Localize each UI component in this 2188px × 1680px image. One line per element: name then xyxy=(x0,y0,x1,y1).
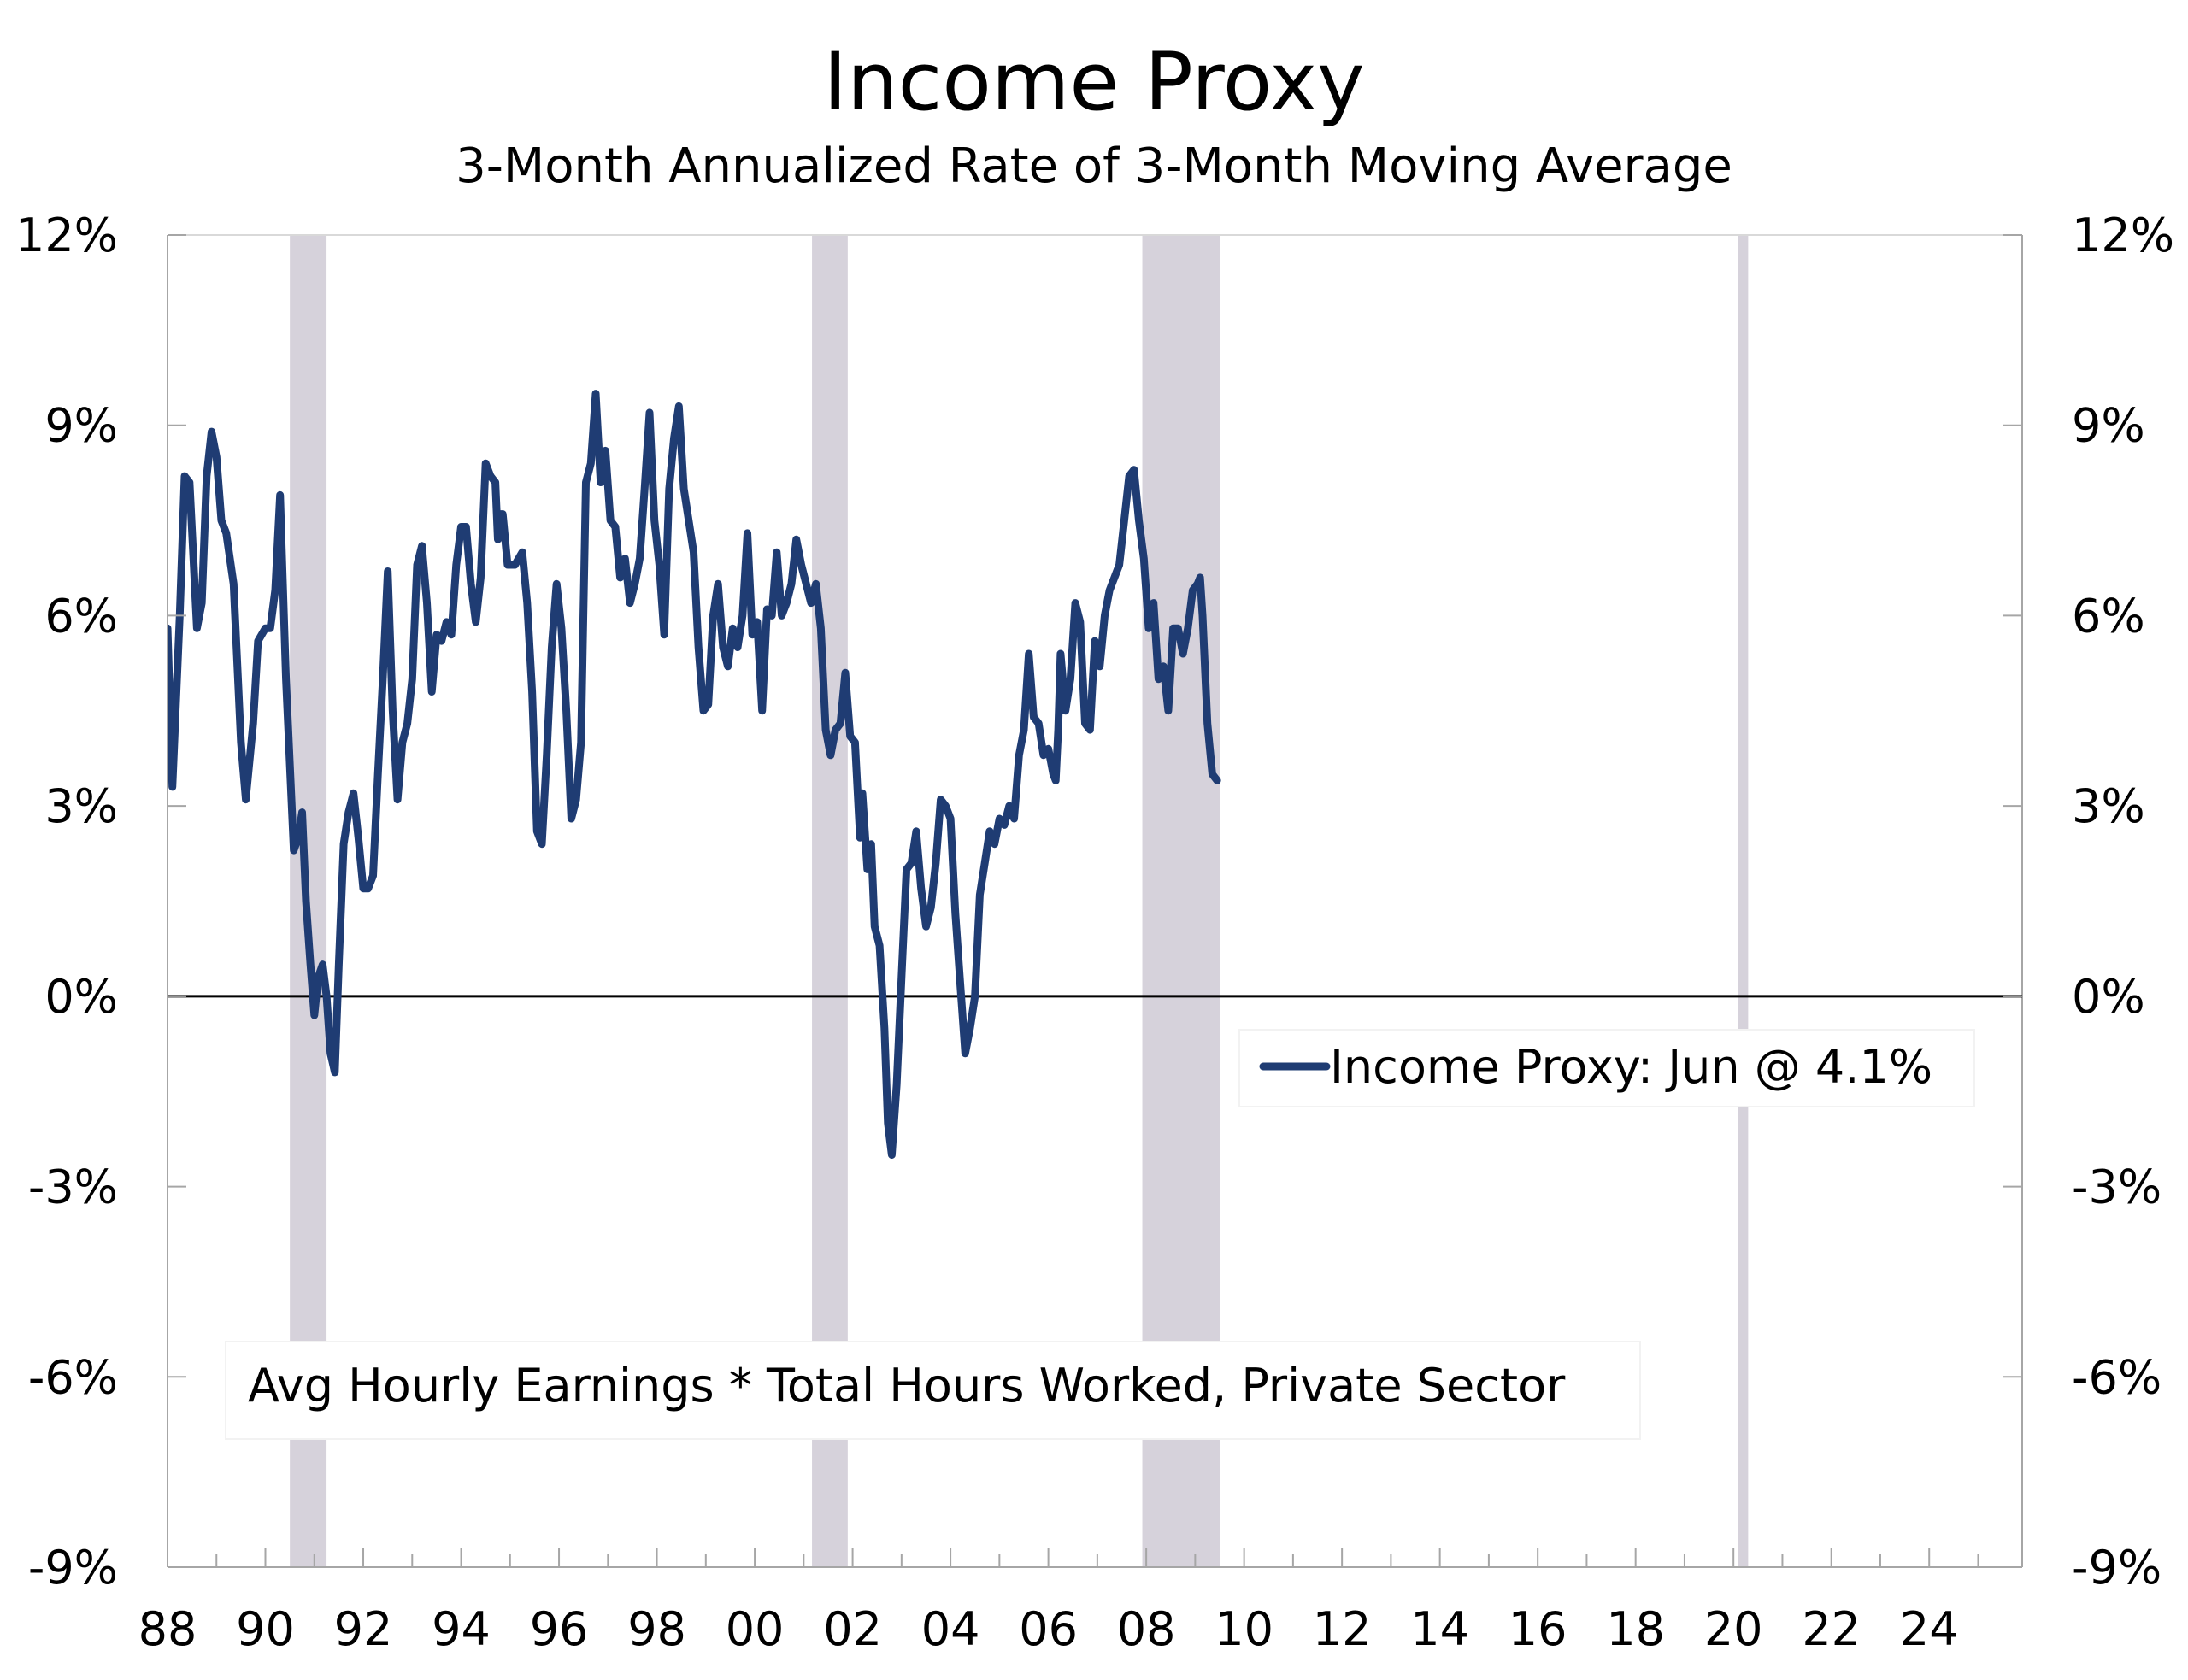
x-axis: 88 90 92 94 96 98 00 02 04 06 08 10 12 14 16 18 20 22 24 xyxy=(138,1548,1979,1656)
y-tick-label-right: 0% xyxy=(2072,970,2145,1024)
x-tick-label: 08 xyxy=(1117,1602,1176,1656)
x-tick-label: 90 xyxy=(236,1602,295,1656)
y-tick-label-right: 6% xyxy=(2072,589,2145,643)
y-tick-label-left: 3% xyxy=(44,779,118,833)
legend-box xyxy=(1238,1029,1975,1107)
series-lines xyxy=(168,390,1221,1159)
x-tick-label: 96 xyxy=(530,1602,589,1656)
annotation-background xyxy=(225,1341,1641,1440)
x-tick-label: 06 xyxy=(1019,1602,1078,1656)
y-tick-label-right: 9% xyxy=(2072,399,2145,453)
plot-frame xyxy=(167,234,2023,1568)
y-tick-label-left: 9% xyxy=(44,399,118,453)
y-axis-right: 12% 9% 6% 3% 0% -3% -6% -9% xyxy=(2003,209,2174,1595)
annotation-box: Avg Hourly Earnings * Total Hours Worked… xyxy=(225,1341,1641,1440)
x-tick-label: 92 xyxy=(334,1602,393,1656)
legend-entry-label: Income Proxy: Jun @ 4.1% xyxy=(1330,1040,1932,1094)
x-tick-label: 10 xyxy=(1215,1602,1273,1656)
legend: Income Proxy: Jun @ 4.1% xyxy=(1238,1029,1975,1107)
y-tick-label-left: -9% xyxy=(28,1541,118,1595)
y-tick-label-right: -3% xyxy=(2072,1160,2162,1214)
y-tick-label-right: 12% xyxy=(2072,209,2174,262)
x-tick-label: 22 xyxy=(1802,1602,1861,1656)
y-tick-label-left: 12% xyxy=(15,209,118,262)
x-tick-label: 18 xyxy=(1606,1602,1665,1656)
chart-title: Income Proxy xyxy=(823,36,1365,129)
x-tick-label: 98 xyxy=(627,1602,686,1656)
x-tick-label: 12 xyxy=(1313,1602,1372,1656)
y-tick-label-right: -6% xyxy=(2072,1350,2162,1404)
y-tick-label-left: -6% xyxy=(28,1350,118,1404)
annotation-text: Avg Hourly Earnings * Total Hours Worked… xyxy=(248,1359,1566,1413)
x-tick-label: 14 xyxy=(1410,1602,1469,1656)
x-tick-label: 94 xyxy=(432,1602,491,1656)
y-axis-left: 12% 9% 6% 3% 0% -3% -6% -9% xyxy=(15,209,186,1595)
recession-band xyxy=(1738,235,1749,1567)
x-tick-label: 00 xyxy=(726,1602,785,1656)
x-tick-label: 24 xyxy=(1900,1602,1959,1656)
y-tick-label-left: -3% xyxy=(28,1160,118,1214)
y-tick-label-left: 0% xyxy=(44,970,118,1024)
x-tick-label: 20 xyxy=(1704,1602,1763,1656)
y-tick-label-right: -9% xyxy=(2072,1541,2162,1595)
x-tick-label: 02 xyxy=(823,1602,882,1656)
y-tick-label-left: 6% xyxy=(44,589,118,643)
chart-subtitle: 3-Month Annualized Rate of 3-Month Movin… xyxy=(456,138,1732,194)
series-line-income-proxy xyxy=(168,390,1221,1159)
x-tick-label: 88 xyxy=(138,1602,197,1656)
x-tick-label: 16 xyxy=(1509,1602,1567,1656)
y-tick-label-right: 3% xyxy=(2072,779,2145,833)
x-tick-label: 04 xyxy=(921,1602,980,1656)
